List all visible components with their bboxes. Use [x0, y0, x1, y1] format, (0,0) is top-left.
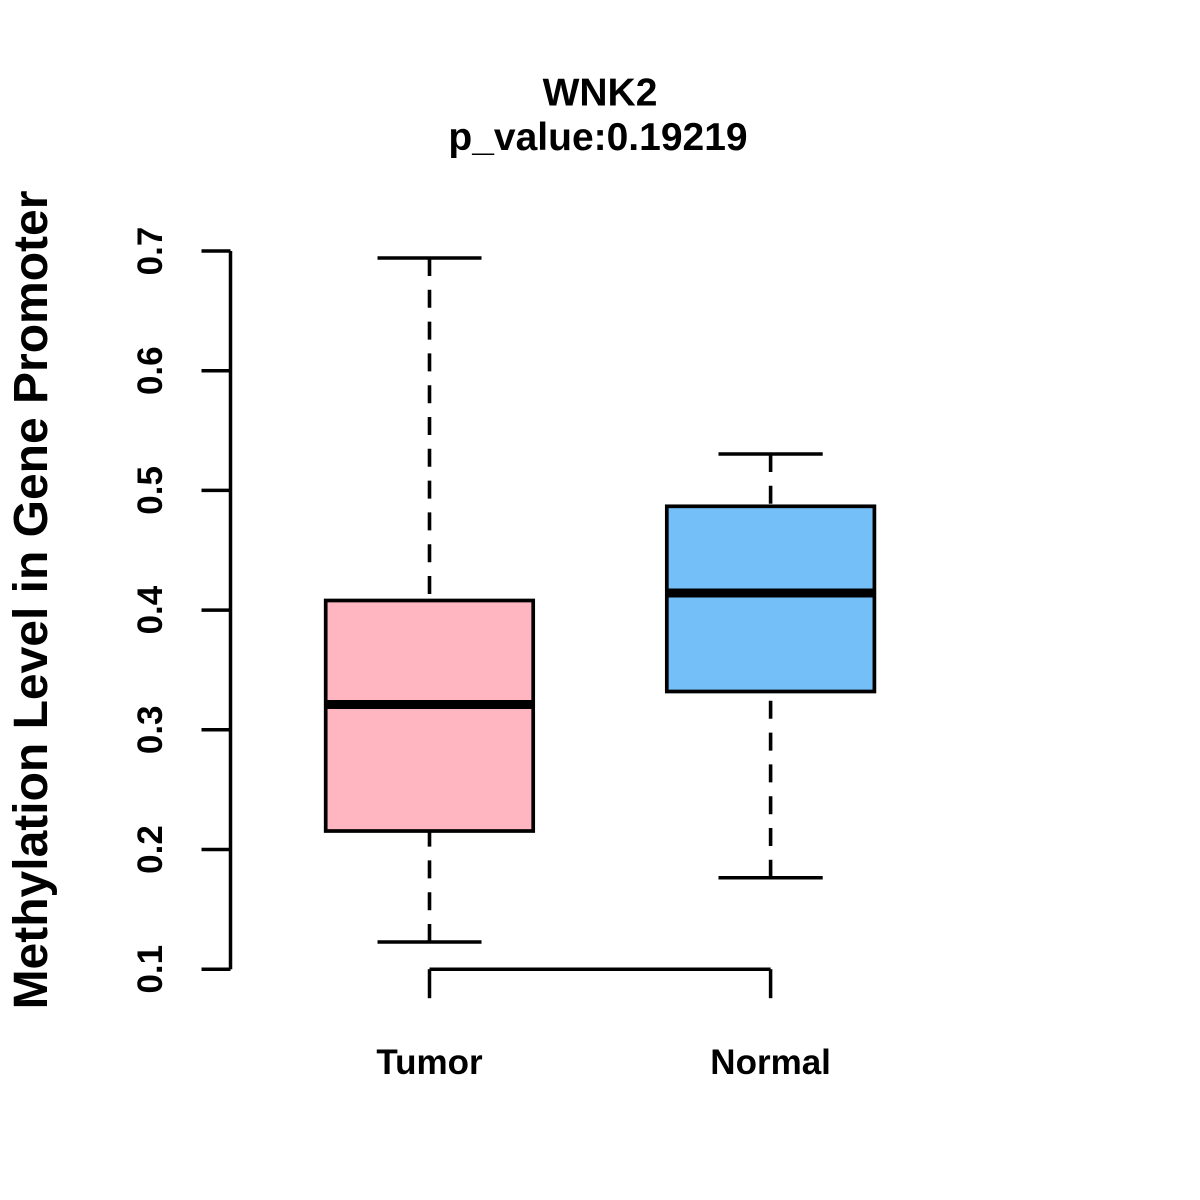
svg-text:0.1: 0.1: [131, 945, 170, 994]
svg-text:Methylation Level in Gene Prom: Methylation Level in Gene Promoter: [5, 191, 58, 1010]
svg-text:p_value:0.19219: p_value:0.19219: [448, 116, 747, 159]
svg-text:0.6: 0.6: [131, 346, 170, 395]
svg-text:0.5: 0.5: [131, 466, 170, 515]
svg-text:WNK2: WNK2: [543, 71, 658, 114]
svg-text:0.2: 0.2: [131, 825, 170, 874]
svg-text:Tumor: Tumor: [376, 1043, 483, 1082]
svg-text:Normal: Normal: [710, 1043, 831, 1082]
svg-text:0.4: 0.4: [131, 585, 170, 634]
svg-text:0.7: 0.7: [131, 227, 170, 276]
svg-text:0.3: 0.3: [131, 705, 170, 754]
